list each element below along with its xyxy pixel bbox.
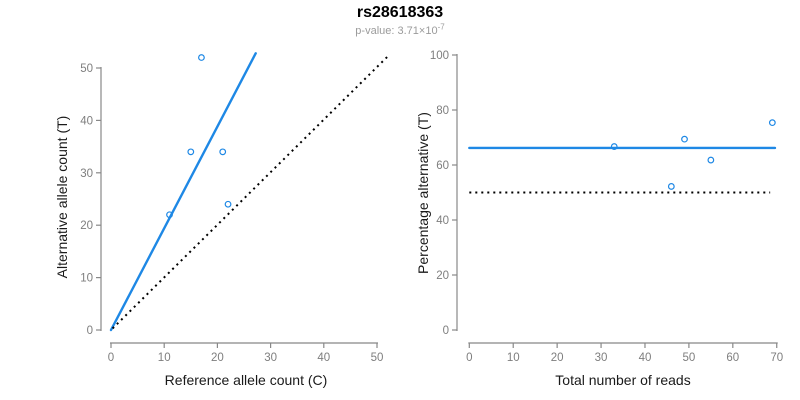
x-tick-label: 30 [264, 352, 277, 364]
data-point [219, 148, 227, 156]
x-tick-label: 40 [317, 352, 330, 364]
x-tick-label: 60 [726, 352, 739, 364]
data-point [768, 119, 776, 127]
y-tick-label: 60 [436, 160, 449, 172]
left-plot: 0 10 20 30 40 50 0 10 20 30 40 50 Reference allele c… [54, 52, 389, 388]
x-tick-label: 0 [108, 352, 114, 364]
y-tick-label: 0 [443, 325, 449, 337]
pvalue-text: p-value: 3.71×10 [355, 25, 438, 37]
plot-subtitle: p-value: 3.71×10-7 [0, 22, 800, 37]
y-tick-label: 100 [430, 50, 449, 62]
data-point [667, 183, 675, 190]
identity-line [111, 55, 389, 330]
fit-line [109, 52, 257, 332]
pvalue-exponent: -7 [437, 22, 445, 32]
y-tick-label: 20 [80, 220, 93, 232]
x-tick-label: 40 [639, 352, 652, 364]
y-tick-label: 10 [80, 273, 93, 285]
x-tick-label: 20 [211, 352, 224, 364]
x-tick-label: 50 [371, 352, 384, 364]
data-point [610, 143, 618, 150]
x-axis-title: Total number of reads [555, 372, 690, 388]
data-point [707, 156, 715, 164]
y-tick-label: 20 [436, 270, 449, 282]
data-point [198, 54, 205, 61]
y-tick-label: 40 [436, 215, 449, 227]
x-tick-label: 10 [158, 352, 171, 364]
y-axis-title: Alternative allele count (T) [54, 116, 70, 279]
x-tick-label: 20 [551, 352, 564, 364]
right-plot: 0 20 40 60 80 100 0 10 20 30 40 50 60 70 Total number … [415, 50, 783, 388]
y-axis-title: Percentage alternative (T) [415, 112, 431, 274]
x-tick-label: 70 [770, 352, 783, 364]
data-point [187, 148, 195, 156]
x-tick-label: 10 [507, 352, 520, 364]
y-tick-label: 0 [87, 325, 93, 337]
y-tick-label: 30 [80, 168, 93, 180]
x-tick-label: 50 [683, 352, 696, 364]
data-point [166, 211, 173, 219]
y-tick-label: 40 [80, 115, 93, 127]
plot-title: rs28618363 [356, 4, 444, 21]
y-tick-label: 80 [436, 105, 449, 117]
data-point [224, 200, 232, 208]
data-point [681, 135, 688, 143]
y-tick-label: 50 [80, 63, 93, 75]
x-tick-label: 30 [595, 352, 608, 364]
x-tick-label: 0 [466, 352, 472, 364]
x-axis-title: Reference allele count (C) [165, 372, 328, 388]
